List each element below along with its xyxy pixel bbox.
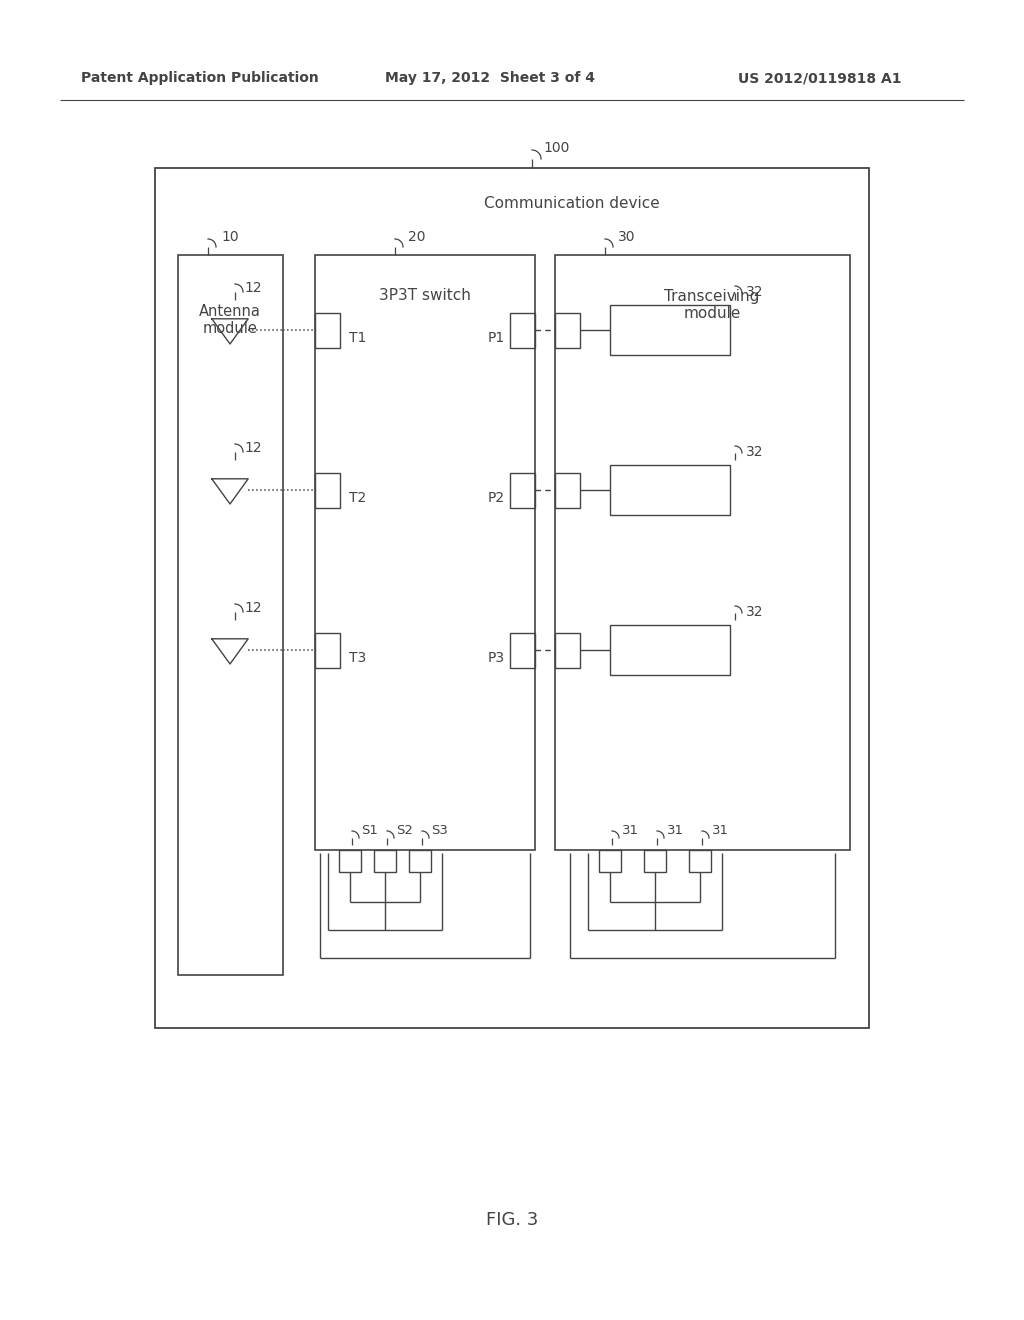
Text: T1: T1 — [349, 331, 367, 345]
Bar — [555, 473, 580, 508]
Text: Patent Application Publication: Patent Application Publication — [81, 71, 318, 84]
Bar — [155, 168, 869, 1028]
Bar — [409, 850, 431, 873]
Text: S2: S2 — [396, 824, 414, 837]
Text: 100: 100 — [544, 141, 570, 154]
Text: 31: 31 — [712, 824, 728, 837]
Text: 32: 32 — [746, 445, 764, 459]
Text: S3: S3 — [431, 824, 449, 837]
Bar — [315, 473, 340, 508]
Text: FIG. 3: FIG. 3 — [485, 1210, 539, 1229]
Text: 12: 12 — [244, 601, 262, 615]
Text: P1: P1 — [487, 331, 505, 345]
Bar — [315, 313, 340, 348]
Bar — [599, 850, 621, 873]
Bar — [555, 313, 580, 348]
Bar — [510, 473, 535, 508]
Text: T2: T2 — [349, 491, 367, 506]
Text: 30: 30 — [618, 230, 636, 244]
Text: 32: 32 — [746, 605, 764, 619]
Text: Communication device: Communication device — [484, 195, 659, 210]
Bar — [510, 634, 535, 668]
Text: Antenna
module: Antenna module — [199, 304, 261, 337]
Bar — [178, 255, 283, 975]
Text: May 17, 2012  Sheet 3 of 4: May 17, 2012 Sheet 3 of 4 — [385, 71, 595, 84]
Text: 3P3T switch: 3P3T switch — [379, 288, 471, 302]
Bar — [510, 313, 535, 348]
Bar — [555, 634, 580, 668]
Text: 12: 12 — [244, 441, 262, 455]
Bar — [610, 305, 730, 355]
Bar — [644, 850, 666, 873]
Text: Transceiving
module: Transceiving module — [665, 289, 760, 321]
Bar — [315, 255, 535, 850]
Text: 20: 20 — [409, 230, 426, 244]
Text: 32: 32 — [746, 285, 764, 300]
Text: US 2012/0119818 A1: US 2012/0119818 A1 — [738, 71, 902, 84]
Text: 31: 31 — [667, 824, 683, 837]
Bar — [610, 624, 730, 675]
Text: T3: T3 — [349, 651, 367, 665]
Bar — [689, 850, 711, 873]
Text: P2: P2 — [487, 491, 505, 506]
Bar — [315, 634, 340, 668]
Bar — [339, 850, 361, 873]
Text: 10: 10 — [221, 230, 239, 244]
Text: S1: S1 — [361, 824, 379, 837]
Text: 12: 12 — [244, 281, 262, 294]
Text: P3: P3 — [487, 651, 505, 665]
Bar — [374, 850, 396, 873]
Bar — [610, 465, 730, 515]
Text: 31: 31 — [622, 824, 639, 837]
Bar — [555, 255, 850, 850]
